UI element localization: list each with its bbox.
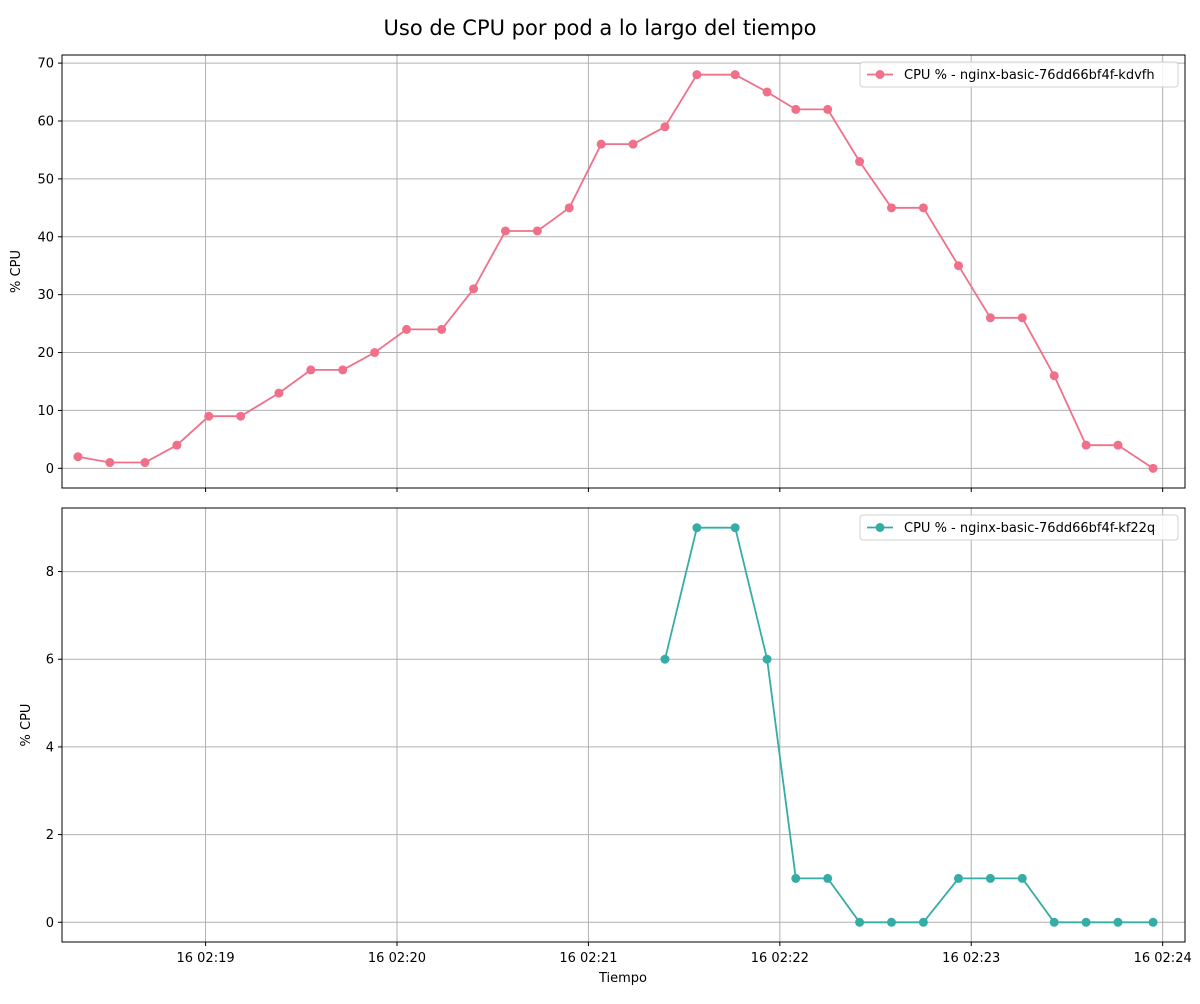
x-axis-label: Tiempo <box>598 971 647 986</box>
y-tick-label: 4 <box>46 740 54 755</box>
data-point <box>886 917 896 927</box>
data-point <box>692 523 702 533</box>
legend: CPU % - nginx-basic-76dd66bf4f-kf22q <box>859 514 1179 541</box>
chart-title: Uso de CPU por pod a lo largo del tiempo <box>384 16 817 40</box>
data-point <box>140 458 150 468</box>
data-point <box>762 87 772 97</box>
legend-marker <box>875 70 885 79</box>
legend-box <box>859 61 1179 88</box>
y-tick-label: 8 <box>46 565 54 580</box>
data-point <box>1049 917 1059 927</box>
data-point <box>500 226 510 236</box>
x-tick-label: 16 02:21 <box>559 951 617 966</box>
data-point <box>402 324 412 334</box>
data-point <box>469 284 479 294</box>
data-point <box>918 203 928 213</box>
data-point <box>437 324 447 334</box>
y-tick-label: 40 <box>37 230 54 245</box>
data-point <box>1148 917 1158 927</box>
data-point <box>564 203 574 213</box>
data-point <box>985 313 995 323</box>
data-point <box>823 104 833 114</box>
data-point <box>73 452 83 462</box>
y-tick-label: 10 <box>37 404 54 419</box>
subplot-bottom: 16 02:19 16 02:20 16 02:21 16 02:22 16 02:23… <box>19 507 1192 966</box>
legend: CPU % - nginx-basic-76dd66bf4f-kdvfh <box>859 61 1179 88</box>
data-point <box>236 411 246 421</box>
data-point <box>596 139 606 149</box>
y-axis-label: % CPU <box>9 250 24 293</box>
y-tick-label: 0 <box>46 916 54 931</box>
data-point <box>791 873 801 883</box>
legend-label: CPU % - nginx-basic-76dd66bf4f-kdvfh <box>904 68 1155 83</box>
data-point <box>886 203 896 213</box>
x-tick-label: 16 02:22 <box>751 951 809 966</box>
data-point <box>855 917 865 927</box>
x-tick-label: 16 02:24 <box>1134 951 1192 966</box>
series-line <box>77 73 1154 470</box>
legend-box <box>859 514 1179 541</box>
data-point <box>1017 873 1027 883</box>
data-point <box>953 261 963 271</box>
y-tick-label: 60 <box>37 114 54 129</box>
x-tick-label: 16 02:23 <box>942 951 1000 966</box>
data-point <box>918 917 928 927</box>
data-point <box>105 458 115 468</box>
x-tick-label: 16 02:20 <box>368 951 426 966</box>
y-axis-label: % CPU <box>19 704 34 747</box>
y-tick-label: 50 <box>37 172 54 187</box>
x-tick-label: 16 02:19 <box>176 951 234 966</box>
data-point <box>274 388 284 398</box>
data-point <box>660 122 670 132</box>
y-tick-label: 0 <box>46 462 54 477</box>
legend-label: CPU % - nginx-basic-76dd66bf4f-kf22q <box>904 521 1155 536</box>
series-line <box>664 526 1154 924</box>
data-point <box>628 139 638 149</box>
data-point <box>172 440 182 450</box>
y-tick-label: 30 <box>37 288 54 303</box>
y-tick-label: 70 <box>37 57 54 72</box>
data-point <box>1113 917 1123 927</box>
data-point <box>730 70 740 80</box>
data-point <box>730 523 740 533</box>
data-point <box>1081 917 1091 927</box>
subplot-top: 0 10 20 30 40 50 60 70 % CPU CPU % - nginx-basic-… <box>9 54 1186 492</box>
data-point <box>823 873 833 883</box>
data-point <box>855 157 865 167</box>
data-point <box>338 365 348 375</box>
data-point <box>1049 371 1059 381</box>
data-point <box>953 873 963 883</box>
y-tick-label: 20 <box>37 346 54 361</box>
data-point <box>1113 440 1123 450</box>
data-point <box>204 411 214 421</box>
legend-marker <box>875 523 885 532</box>
axes-frame <box>61 507 1186 943</box>
data-point <box>1081 440 1091 450</box>
y-tick-label: 6 <box>46 653 54 668</box>
data-point <box>762 654 772 664</box>
y-tick-label: 2 <box>46 828 54 843</box>
data-point <box>791 104 801 114</box>
data-point <box>660 654 670 664</box>
data-point <box>1017 313 1027 323</box>
data-point <box>532 226 542 236</box>
data-point <box>1148 463 1158 473</box>
data-point <box>306 365 316 375</box>
data-point <box>692 70 702 80</box>
data-point <box>985 873 995 883</box>
data-point <box>370 348 380 358</box>
axes-frame <box>61 54 1186 489</box>
